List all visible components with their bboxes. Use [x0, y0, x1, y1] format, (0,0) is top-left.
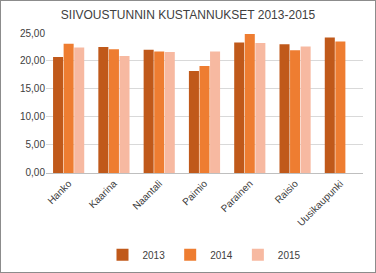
svg-text:SIIVOUSTUNNIN KUSTANNUKSET 201: SIIVOUSTUNNIN KUSTANNUKSET 2013-2015: [61, 8, 316, 22]
svg-text:0,00: 0,00: [26, 167, 46, 178]
svg-text:5,00: 5,00: [26, 139, 46, 150]
svg-text:Uusikaupunki: Uusikaupunki: [295, 178, 345, 228]
svg-text:Parainen: Parainen: [219, 178, 255, 214]
svg-text:Kaarina: Kaarina: [87, 178, 119, 210]
svg-text:Hanko: Hanko: [45, 178, 74, 207]
svg-text:15,00: 15,00: [20, 83, 45, 94]
svg-text:Raisio: Raisio: [273, 178, 301, 206]
svg-text:Paimio: Paimio: [180, 178, 210, 208]
svg-text:25,00: 25,00: [20, 28, 45, 39]
svg-text:2015: 2015: [278, 250, 301, 261]
svg-text:10,00: 10,00: [20, 111, 45, 122]
svg-text:2013: 2013: [143, 250, 166, 261]
svg-text:2014: 2014: [210, 250, 233, 261]
svg-text:20,00: 20,00: [20, 55, 45, 66]
svg-text:Naantali: Naantali: [130, 178, 164, 212]
